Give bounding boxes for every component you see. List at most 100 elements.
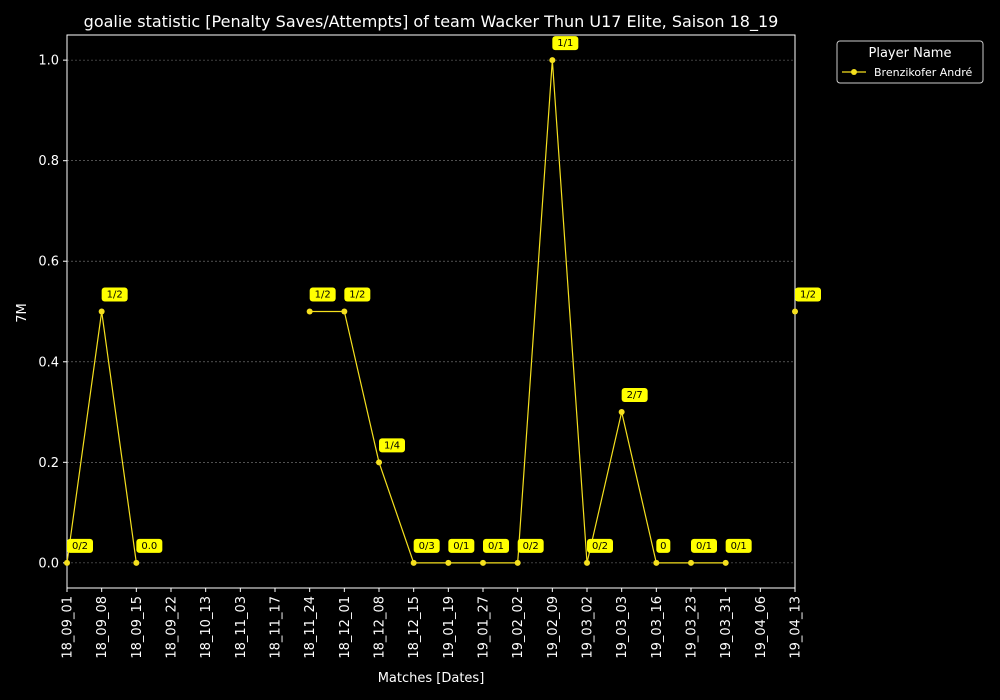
data-point bbox=[133, 559, 140, 566]
data-point bbox=[341, 308, 348, 315]
data-label: 0/1 bbox=[691, 538, 717, 553]
data-label: 1/2 bbox=[344, 287, 371, 302]
series-line bbox=[66, 311, 137, 563]
x-tick-label: 18_09_08 bbox=[95, 596, 110, 659]
data-point bbox=[549, 57, 556, 64]
grid-layer bbox=[67, 59, 795, 564]
data-label-text: 1/2 bbox=[800, 290, 816, 301]
x-tick-label: 19_03_23 bbox=[685, 596, 700, 659]
x-tick-label: 19_02_09 bbox=[546, 596, 561, 659]
data-label-box bbox=[691, 538, 717, 553]
data-label-box bbox=[413, 538, 440, 553]
data-label-text: 0/1 bbox=[731, 541, 747, 552]
legend-title: Player Name bbox=[869, 46, 952, 61]
data-label-box bbox=[725, 538, 752, 553]
y-tick-label: 0.6 bbox=[38, 255, 59, 270]
data-label-text: 0/2 bbox=[72, 541, 88, 552]
data-point bbox=[688, 559, 694, 566]
x-tick-label: 18_09_22 bbox=[165, 596, 180, 659]
x-tick-label: 19_03_03 bbox=[615, 596, 630, 659]
data-point bbox=[584, 559, 590, 566]
x-tick-label: 18_12_15 bbox=[407, 596, 422, 659]
data-point bbox=[306, 308, 313, 315]
x-tick-label: 19_01_27 bbox=[477, 596, 492, 659]
data-label-text: 0.0 bbox=[141, 541, 157, 552]
data-label-box bbox=[795, 287, 821, 302]
data-label: 0/1 bbox=[483, 538, 509, 553]
data-point bbox=[618, 409, 625, 416]
y-tick-label: 0.8 bbox=[38, 154, 59, 169]
data-label-box bbox=[656, 538, 671, 553]
data-label-text: 0/2 bbox=[523, 541, 539, 552]
x-tick-label: 19_03_31 bbox=[719, 596, 734, 659]
data-point bbox=[98, 308, 105, 315]
data-label-text: 0/1 bbox=[696, 541, 712, 552]
data-label-box bbox=[101, 287, 128, 302]
data-label-box bbox=[309, 287, 336, 302]
data-label-box bbox=[67, 538, 93, 553]
x-tick-label: 19_02_02 bbox=[511, 596, 526, 659]
data-label: 1/2 bbox=[101, 287, 128, 302]
data-label-box bbox=[552, 36, 579, 51]
data-point bbox=[792, 308, 798, 315]
data-point bbox=[445, 559, 452, 566]
x-tick-label: 19_04_06 bbox=[754, 596, 769, 659]
data-label-box bbox=[517, 538, 544, 553]
x-tick-label: 19_03_16 bbox=[650, 596, 665, 659]
data-point bbox=[514, 559, 521, 566]
data-label-text: 1/2 bbox=[349, 290, 365, 301]
data-label: 0.0 bbox=[136, 538, 163, 553]
x-tick-label: 19_01_19 bbox=[442, 596, 457, 659]
data-label: 0 bbox=[656, 538, 671, 553]
x-tick-label: 19_04_13 bbox=[789, 596, 804, 659]
legend-series-label: Brenzikofer André bbox=[874, 66, 973, 79]
data-label-box bbox=[587, 538, 613, 553]
y-tick-label: 0.4 bbox=[38, 355, 59, 370]
data-label: 0/1 bbox=[448, 538, 475, 553]
legend: Player Name Brenzikofer André bbox=[836, 40, 984, 84]
x-tick-label: 18_11_03 bbox=[234, 596, 249, 659]
data-point bbox=[410, 559, 417, 566]
series-layer bbox=[64, 57, 798, 566]
x-tick-label: 18_11_24 bbox=[303, 596, 318, 659]
x-tick-label: 19_03_02 bbox=[581, 596, 596, 659]
data-label: 1/4 bbox=[379, 438, 405, 453]
x-tick-label: 18_12_01 bbox=[338, 596, 353, 659]
data-point bbox=[653, 559, 660, 566]
series-line bbox=[309, 60, 726, 564]
data-label: 1/1 bbox=[552, 36, 579, 51]
data-label: 0/2 bbox=[587, 538, 613, 553]
data-label-text: 1/4 bbox=[384, 440, 400, 451]
y-axis-label: 7M bbox=[15, 303, 30, 323]
x-tick-label: 18_12_08 bbox=[373, 596, 388, 659]
data-label: 0/1 bbox=[725, 538, 752, 553]
data-label-text: 2/7 bbox=[627, 390, 643, 401]
data-label-text: 0/1 bbox=[453, 541, 469, 552]
y-tick-label: 0.2 bbox=[38, 456, 59, 471]
plot-frame bbox=[66, 34, 796, 589]
data-label: 0/2 bbox=[517, 538, 544, 553]
x-axis-label: Matches [Dates] bbox=[378, 671, 485, 686]
data-label: 1/2 bbox=[309, 287, 336, 302]
data-label-text: 0/3 bbox=[419, 541, 435, 552]
data-label-text: 1/2 bbox=[107, 290, 123, 301]
data-label-text: 1/1 bbox=[557, 38, 573, 49]
y-tick-label: 0.0 bbox=[38, 556, 59, 571]
data-point bbox=[722, 559, 729, 566]
data-label-text: 0 bbox=[660, 541, 666, 552]
x-tick-label: 18_09_15 bbox=[130, 596, 145, 659]
chart-title: goalie statistic [Penalty Saves/Attempts… bbox=[84, 12, 779, 32]
legend-marker bbox=[851, 69, 857, 75]
data-label-box bbox=[136, 538, 163, 553]
data-point bbox=[480, 559, 486, 566]
data-label-box bbox=[344, 287, 371, 302]
data-label-text: 0/2 bbox=[592, 541, 608, 552]
data-label-box bbox=[483, 538, 509, 553]
legend-frame bbox=[836, 40, 984, 84]
data-label: 1/2 bbox=[795, 287, 821, 302]
data-label-box bbox=[379, 438, 405, 453]
data-label-box bbox=[448, 538, 475, 553]
x-tick-label: 18_09_01 bbox=[61, 596, 76, 659]
annotation-layer: 0/2 1/2 0.0 1/2 1/2 1/4 0/3 0/1 0/1 0/2 1/1 0/2 2/7 0… bbox=[67, 36, 821, 553]
